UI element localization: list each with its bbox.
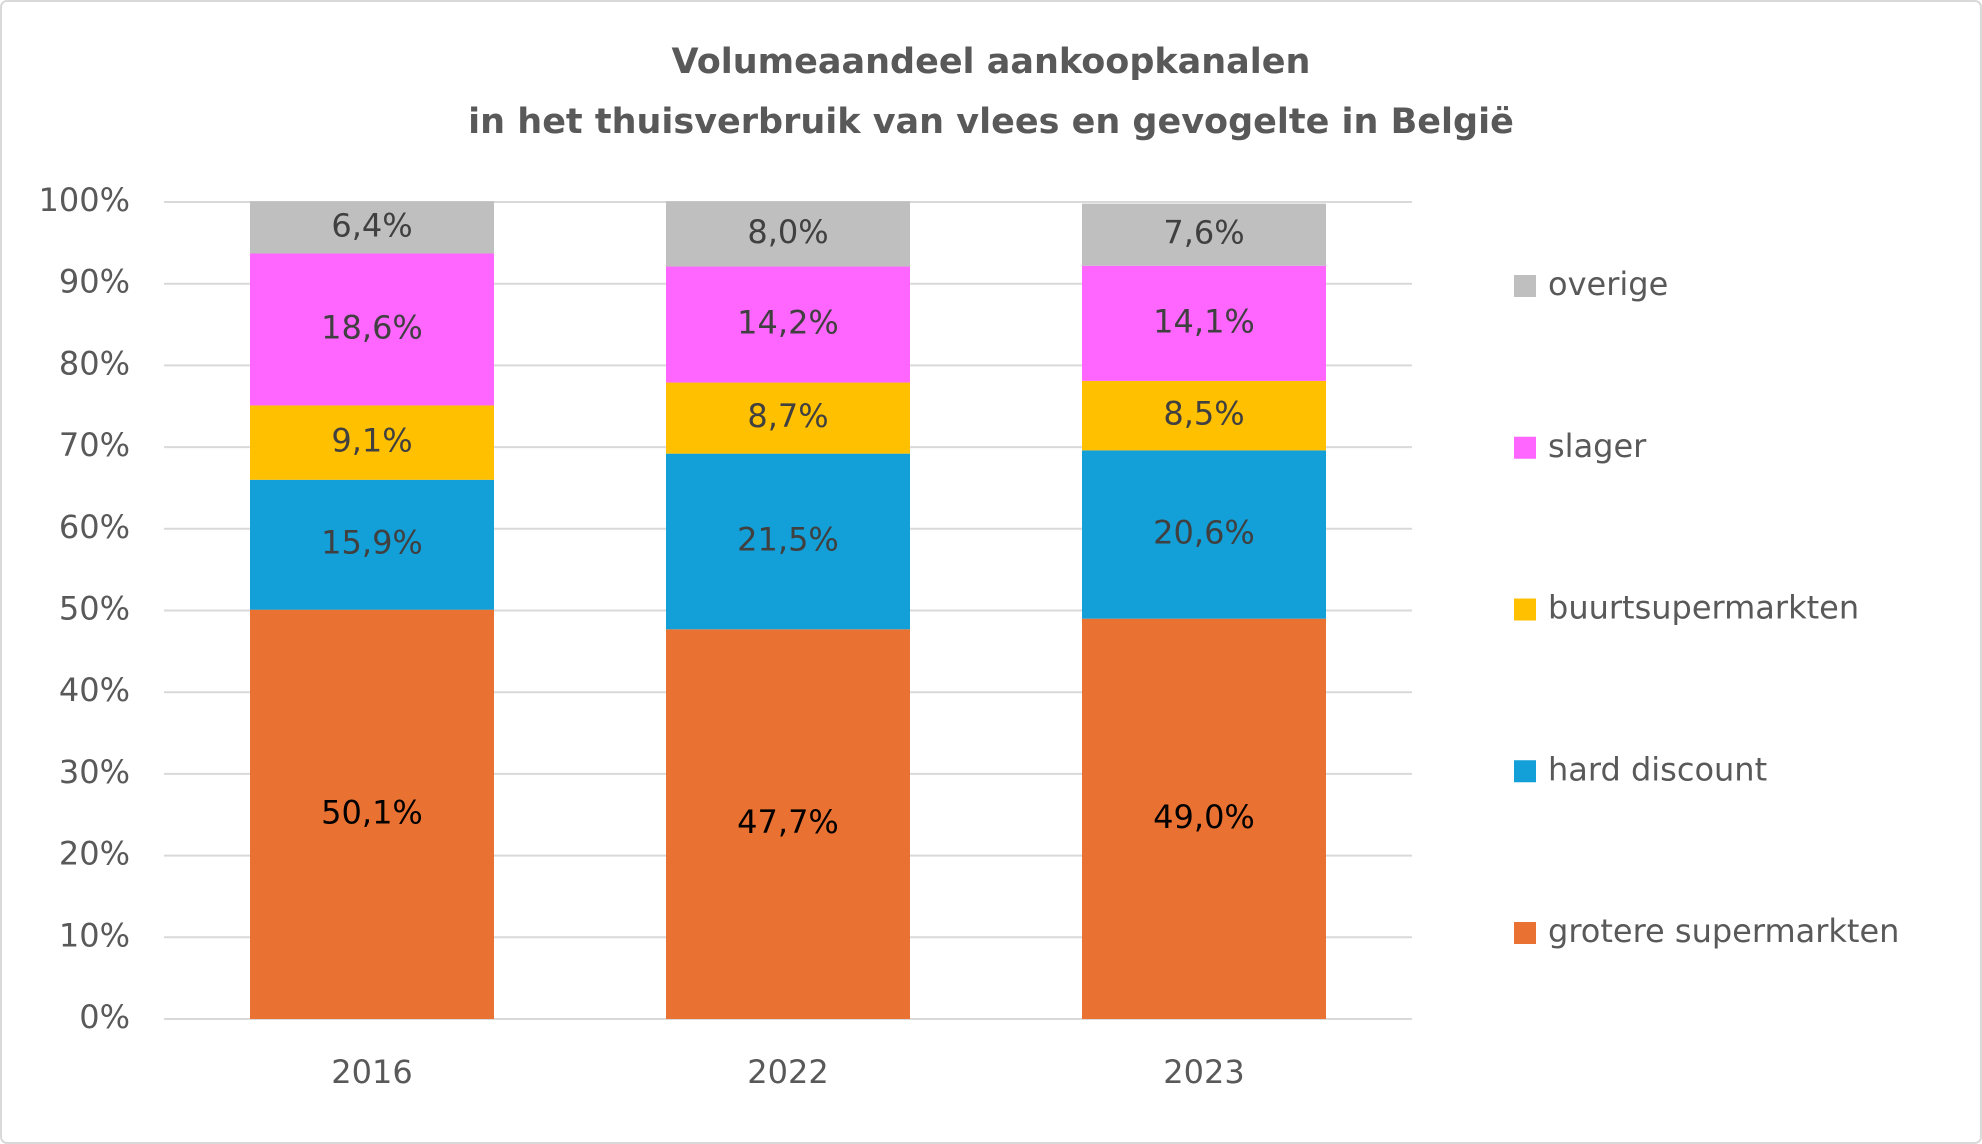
bar-segment — [250, 405, 494, 480]
value-label: 14,2% — [737, 304, 839, 342]
y-tick-label: 50% — [59, 590, 130, 628]
y-tick-label: 80% — [59, 344, 130, 382]
bar-segment — [250, 253, 494, 406]
bar-segment — [250, 201, 494, 254]
value-label: 7,6% — [1163, 214, 1244, 252]
x-tick-label: 2016 — [331, 1053, 412, 1091]
legend-swatch — [1514, 598, 1536, 621]
bar-segment — [1082, 618, 1326, 1019]
bar-segment — [1082, 265, 1326, 381]
bar-segment — [666, 201, 910, 267]
value-label: 18,6% — [321, 308, 423, 346]
y-tick-label: 100% — [39, 181, 130, 219]
value-label: 8,5% — [1163, 395, 1244, 433]
bar-segment — [250, 479, 494, 610]
value-label: 50,1% — [321, 793, 423, 831]
y-tick-label: 40% — [59, 671, 130, 709]
legend-swatch — [1514, 275, 1536, 297]
value-label: 49,0% — [1153, 798, 1255, 836]
x-tick-label: 2023 — [1163, 1053, 1244, 1091]
value-label: 8,0% — [747, 213, 828, 251]
bar-segment — [666, 629, 910, 1019]
value-label: 9,1% — [331, 422, 412, 460]
legend-swatch — [1514, 922, 1536, 944]
legend-label: overige — [1548, 265, 1668, 303]
chart-title: in het thuisverbruik van vlees en gevoge… — [468, 102, 1514, 142]
chart-title: Volumeaandeel aankoopkanalen — [672, 42, 1311, 82]
y-tick-label: 10% — [59, 916, 130, 954]
legend-label: buurtsupermarkten — [1548, 589, 1859, 627]
y-tick-label: 20% — [59, 835, 130, 873]
bar-segment — [1082, 380, 1326, 451]
bar-segment — [666, 382, 910, 454]
y-tick-label: 30% — [59, 753, 130, 791]
y-tick-label: 60% — [59, 508, 130, 546]
value-label: 14,1% — [1153, 302, 1255, 340]
value-label: 8,7% — [747, 397, 828, 435]
x-tick-label: 2022 — [747, 1053, 828, 1091]
bar-segment — [666, 266, 910, 383]
bar-segment — [1082, 450, 1326, 619]
y-tick-label: 90% — [59, 263, 130, 301]
legend-label: slager — [1548, 427, 1647, 465]
y-tick-label: 0% — [79, 998, 130, 1036]
legend-label: grotere supermarkten — [1548, 912, 1899, 950]
legend-label: hard discount — [1548, 750, 1767, 788]
bar-segment — [250, 609, 494, 1019]
y-tick-label: 70% — [59, 426, 130, 464]
legend-swatch — [1514, 436, 1536, 459]
legend-swatch — [1514, 760, 1536, 783]
value-label: 20,6% — [1153, 514, 1255, 552]
value-label: 21,5% — [737, 520, 839, 558]
bar-segment — [666, 453, 910, 630]
bar-segment — [1082, 203, 1326, 266]
value-label: 6,4% — [331, 206, 412, 244]
value-label: 47,7% — [737, 803, 839, 841]
value-label: 15,9% — [321, 524, 423, 562]
